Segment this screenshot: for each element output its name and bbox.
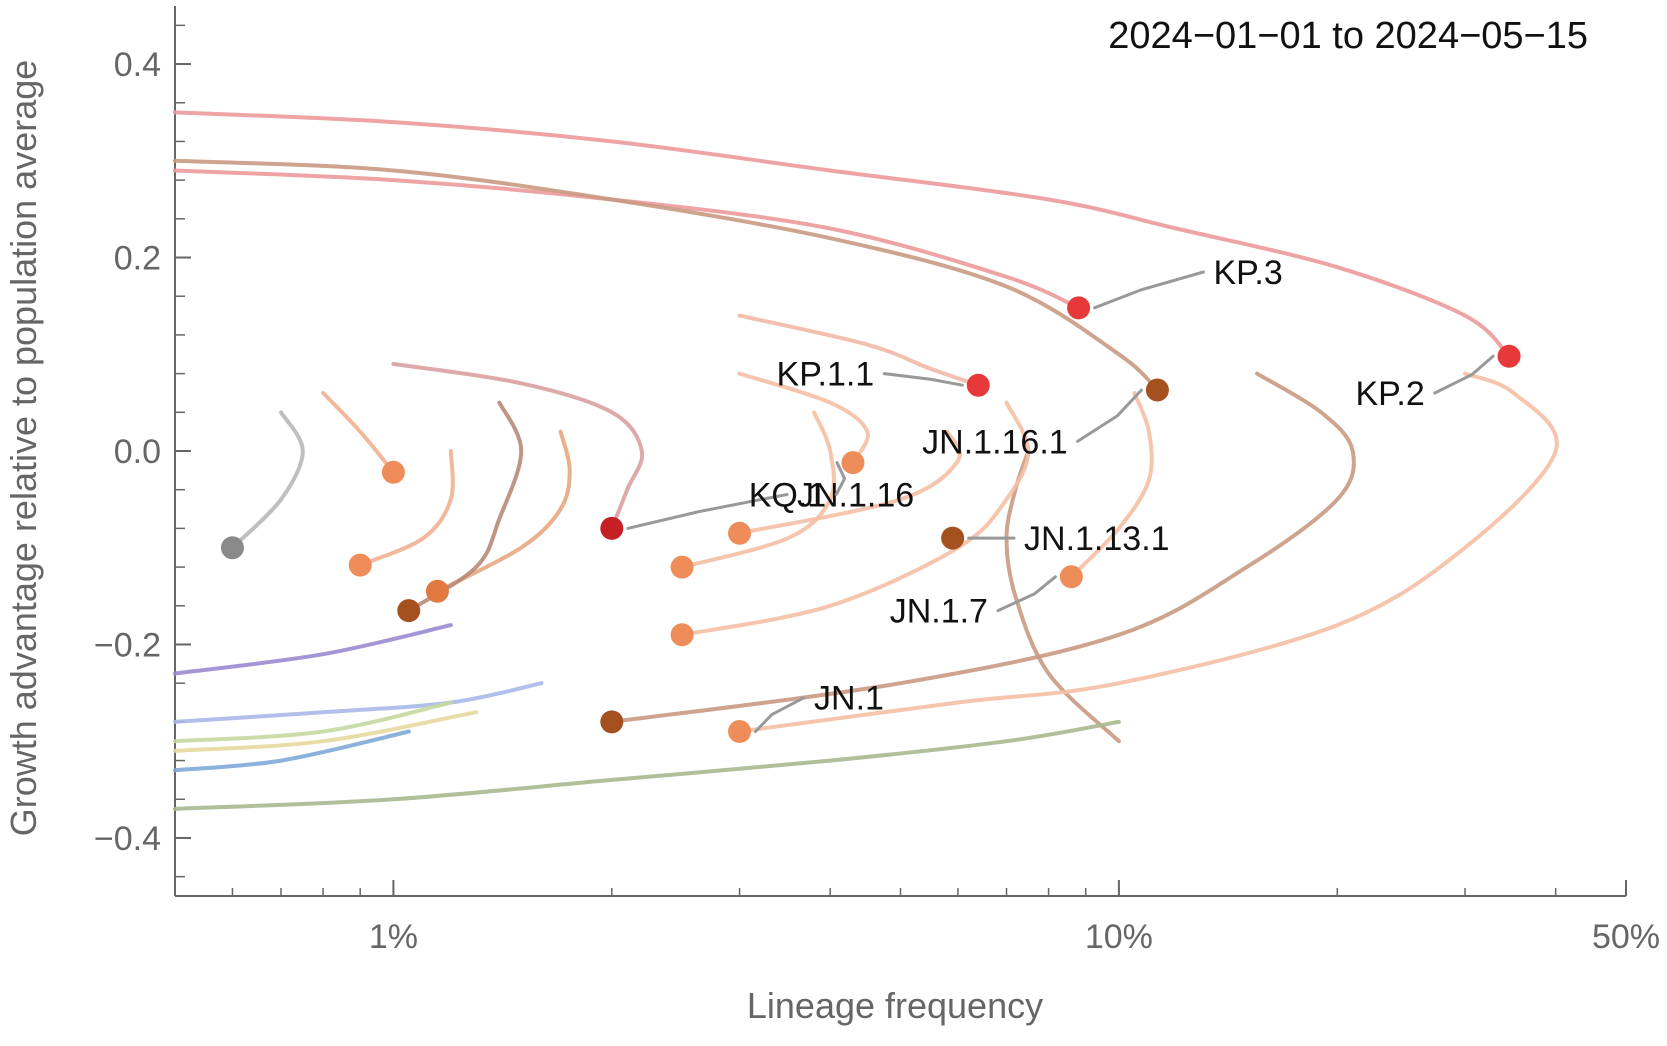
point-lineage bbox=[425, 579, 449, 603]
label-jn-1: JN.1 bbox=[814, 680, 884, 718]
point-lineage bbox=[220, 536, 244, 560]
current-points bbox=[220, 296, 1521, 744]
trace-jn-1-16-1 bbox=[173, 158, 1160, 393]
trace-kp-1-1 bbox=[737, 313, 981, 388]
trace-lineage bbox=[406, 400, 524, 613]
trace-lineage bbox=[358, 449, 455, 568]
y-tick-label: 0.0 bbox=[114, 433, 161, 471]
lineage-traces bbox=[173, 110, 1559, 811]
x-tick-label: 50% bbox=[1592, 918, 1660, 956]
label-kq-1: KQ.1 bbox=[749, 477, 826, 515]
axes: 0.4 0.2 0.0 −0.2 −0.4 1% 10% 50% bbox=[94, 6, 1660, 956]
point-jn-1-16 bbox=[600, 516, 624, 540]
leader-kp-1-1 bbox=[882, 372, 964, 387]
label-jn-1-7: JN.1.7 bbox=[890, 593, 988, 631]
y-tick-label: −0.2 bbox=[94, 626, 161, 664]
label-jn-1-13-1: JN.1.13.1 bbox=[1024, 520, 1170, 558]
x-tick-label: 10% bbox=[1085, 918, 1153, 956]
label-kp-3: KP.3 bbox=[1213, 254, 1282, 292]
point-lineage bbox=[348, 553, 372, 577]
y-tick-label: 0.4 bbox=[114, 46, 161, 84]
trace-kq-1 bbox=[737, 371, 870, 465]
trace-jn-1-7 bbox=[1069, 391, 1154, 579]
trace-lineage bbox=[230, 410, 305, 550]
trace-kp-2 bbox=[173, 110, 1512, 359]
point-jn-1 bbox=[728, 720, 752, 744]
point-lineage bbox=[670, 555, 694, 579]
trace-lineage bbox=[737, 429, 962, 536]
point-lineage bbox=[670, 623, 694, 647]
leader-jn-1-7 bbox=[996, 575, 1057, 613]
trace-lineage bbox=[173, 623, 453, 676]
point-lineage bbox=[728, 521, 752, 545]
point-jn-1-13-1 bbox=[941, 526, 965, 550]
x-tick-label: 1% bbox=[369, 918, 418, 956]
point-lineage bbox=[600, 710, 624, 734]
y-tick-label: −0.4 bbox=[94, 820, 161, 858]
trace-lineage bbox=[680, 410, 836, 570]
date-range-label: 2024−01−01 to 2024−05−15 bbox=[1108, 15, 1588, 57]
y-axis-title: Growth advantage relative to population … bbox=[3, 60, 44, 837]
trace-kp-3 bbox=[173, 168, 1081, 310]
label-kp-1-1: KP.1.1 bbox=[777, 356, 875, 394]
trace-jn-1 bbox=[737, 371, 1559, 734]
label-jn-1-16-1: JN.1.16.1 bbox=[922, 423, 1068, 461]
point-jn-1-7 bbox=[1059, 565, 1083, 589]
trace-lineage bbox=[173, 700, 453, 744]
x-axis-title: Lineage frequency bbox=[747, 985, 1043, 1026]
point-lineage bbox=[381, 460, 405, 484]
trace-lineage bbox=[173, 681, 544, 724]
y-tick-label: 0.2 bbox=[114, 240, 161, 278]
point-lineage bbox=[397, 599, 421, 623]
point-kp-2 bbox=[1497, 344, 1521, 368]
trace-lineage bbox=[173, 719, 1121, 811]
leader-kp-3 bbox=[1093, 270, 1205, 310]
label-jn-1-16: JN.1.16 bbox=[797, 477, 914, 515]
point-kq-1 bbox=[841, 451, 865, 475]
trace-lineage bbox=[609, 371, 1356, 724]
point-jn-1-16-1 bbox=[1145, 378, 1169, 402]
leader-kp-2 bbox=[1433, 354, 1495, 395]
point-kp-3 bbox=[1067, 296, 1091, 320]
point-kp-1-1 bbox=[966, 373, 990, 397]
trace-jn-1-16 bbox=[391, 361, 645, 531]
label-kp-2: KP.2 bbox=[1355, 375, 1424, 413]
trace-lineage bbox=[435, 429, 572, 594]
trace-lineage bbox=[173, 710, 479, 753]
leader-jn-1-16-1 bbox=[1076, 388, 1143, 443]
leader-jn-1-16 bbox=[626, 493, 789, 530]
trace-lineage bbox=[173, 729, 411, 773]
trace-lineage bbox=[321, 391, 396, 475]
leader-jn-1 bbox=[754, 696, 806, 733]
leader-kq-1 bbox=[834, 461, 847, 496]
